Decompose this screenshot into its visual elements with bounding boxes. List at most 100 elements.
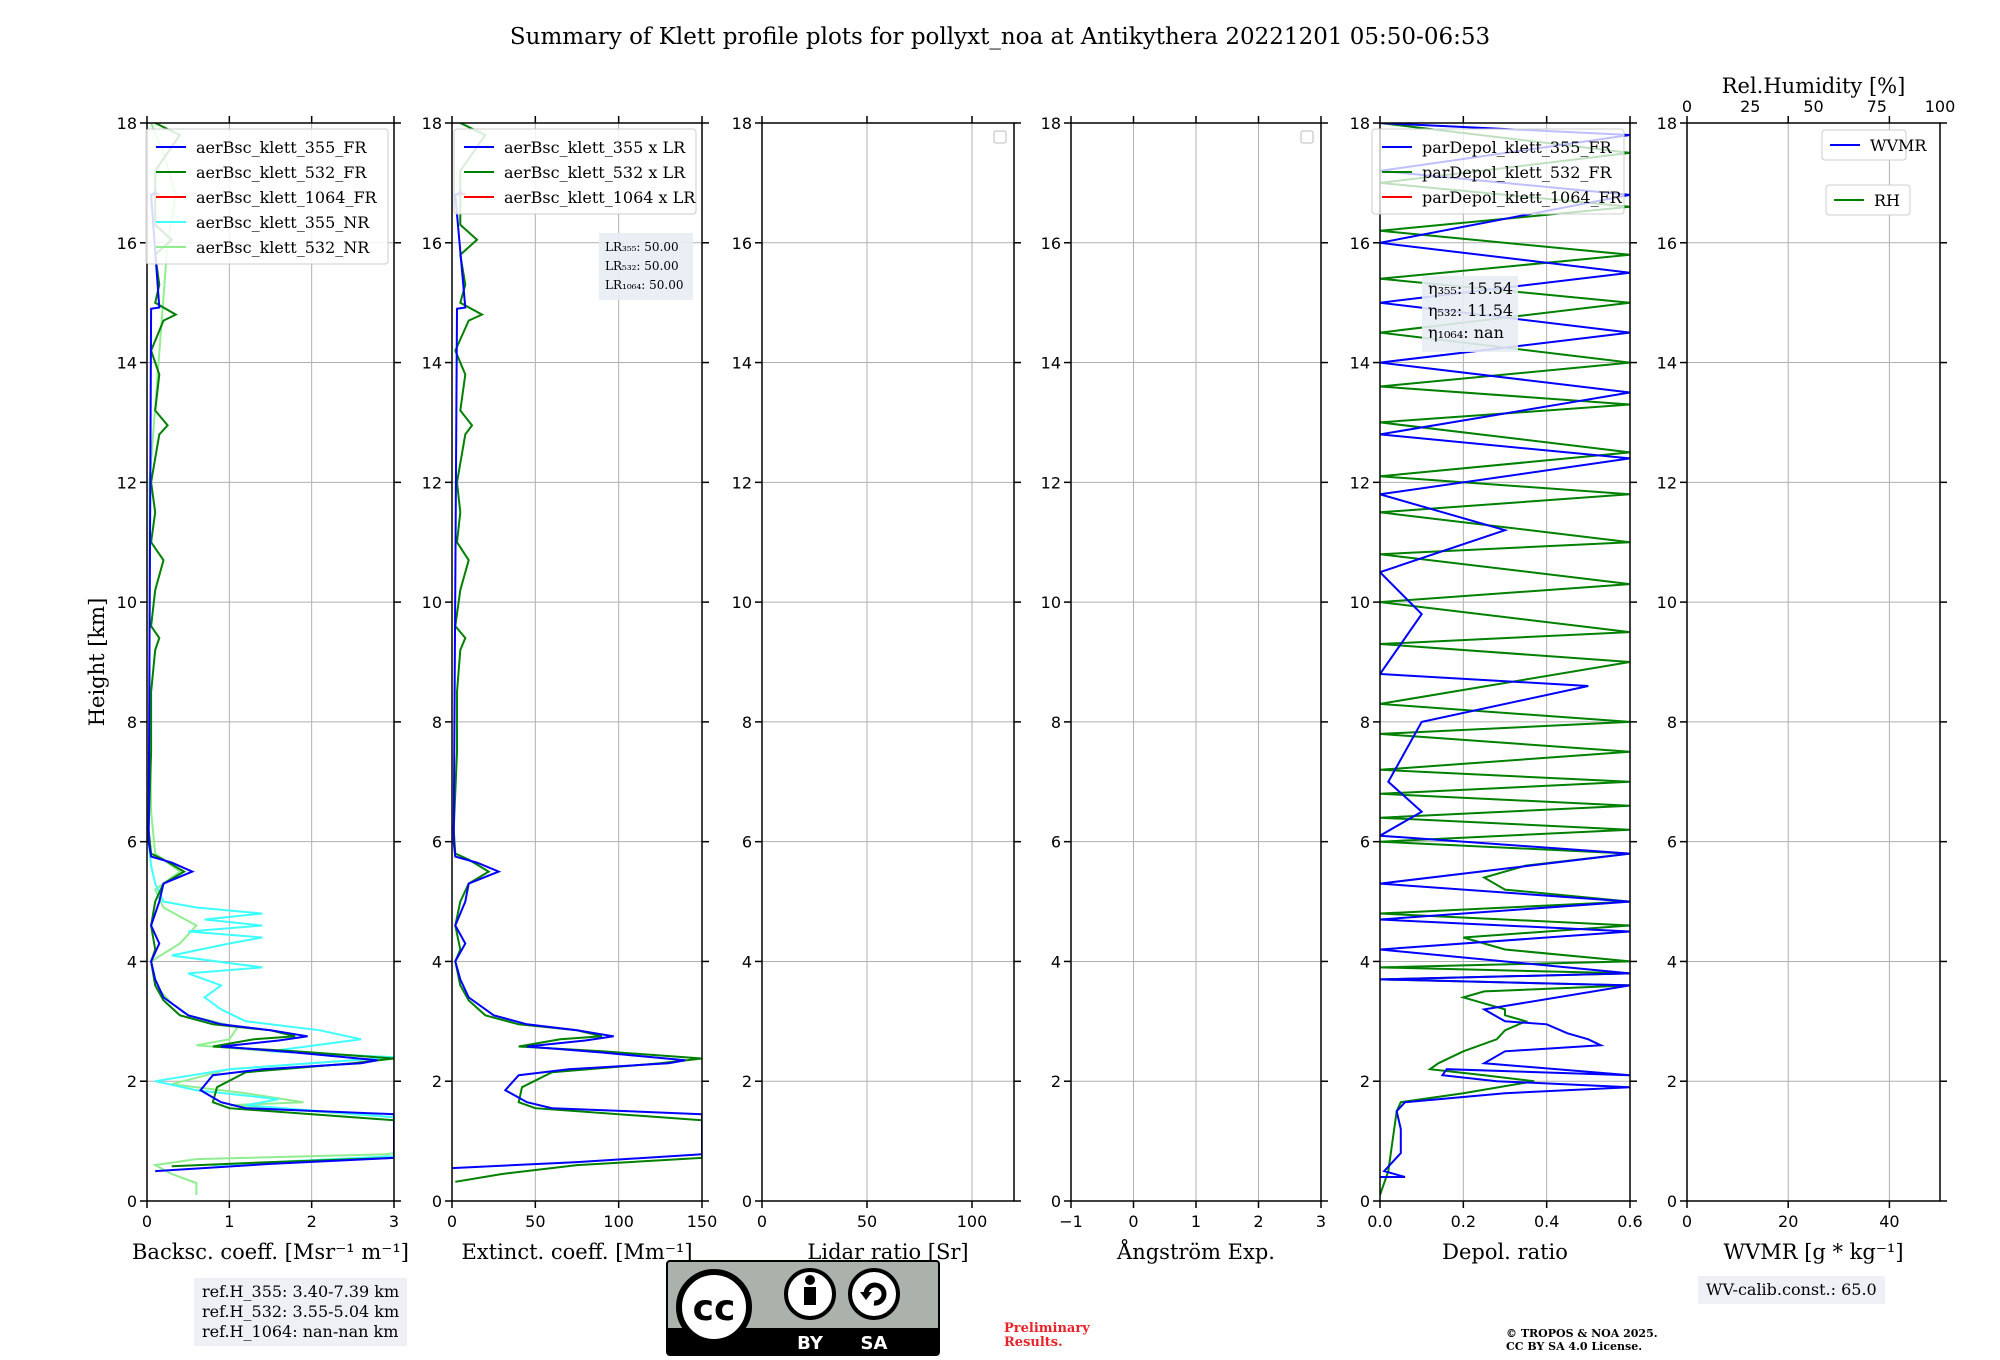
y-tick-label: 12 [732, 473, 752, 492]
x-axis-label: WVMR [g * kg⁻¹] [1723, 1240, 1903, 1264]
x-tick-label: 0 [1682, 1212, 1692, 1231]
y-tick-label: 14 [1041, 354, 1061, 373]
y-tick-label: 6 [127, 833, 137, 852]
series-aerBsc_klett_532_FR [147, 123, 394, 1168]
x2-tick-label: 0 [1682, 97, 1692, 116]
y-tick-label: 14 [1657, 354, 1677, 373]
legend-label: RH [1874, 191, 1900, 210]
wv-calib-box: WV-calib.const.: 65.0 [1698, 1276, 1885, 1304]
series-aerBsc_klett_355_FR [147, 191, 394, 1173]
empty-legend-box [993, 130, 1007, 144]
y-tick-label: 2 [742, 1072, 752, 1091]
y-tick-label: 18 [732, 114, 752, 133]
x-tick-label: 50 [525, 1212, 545, 1231]
figure-title: Summary of Klett profile plots for polly… [510, 24, 1490, 50]
y-tick-label: 18 [1350, 114, 1370, 133]
axes-frame [1379, 122, 1631, 1202]
ref-height-box: ref.H_355: 3.40-7.39 km ref.H_532: 3.55-… [194, 1278, 408, 1346]
annotation-text: LR₁₀₆₄: 50.00 [605, 278, 683, 292]
legend-label: aerBsc_klett_355_FR [196, 138, 367, 157]
series-aerBsc_klett_355 x LR [452, 190, 702, 1170]
legend-box [1821, 129, 1907, 161]
y-tick-label: 10 [422, 593, 442, 612]
x-tick-label: 3 [389, 1212, 399, 1231]
x2-tick-label: 50 [1803, 97, 1823, 116]
cc-by-sa-logo: cc BY SA [666, 1260, 940, 1356]
legend-label: parDepol_klett_532_FR [1422, 163, 1613, 182]
y-tick-label: 4 [742, 952, 752, 971]
x-tick-label: 0 [142, 1212, 152, 1231]
y-tick-label: 4 [1051, 952, 1061, 971]
y-tick-label: 2 [127, 1072, 137, 1091]
ref-height-1064: ref.H_1064: nan-nan km [202, 1322, 399, 1341]
x-tick-label: 100 [957, 1212, 988, 1231]
x2-tick-label: 100 [1925, 97, 1956, 116]
axes-frame [761, 122, 1015, 1202]
preliminary-note: Preliminary Results. [1004, 1322, 1090, 1350]
svg-text:cc: cc [693, 1288, 736, 1329]
y-tick-label: 16 [1657, 234, 1677, 253]
x-tick-label: 50 [857, 1212, 877, 1231]
x-tick-label: 40 [1879, 1212, 1899, 1231]
y-tick-label: 12 [1657, 473, 1677, 492]
ref-height-532: ref.H_532: 3.55-5.04 km [202, 1302, 400, 1321]
y-tick-label: 12 [1350, 473, 1370, 492]
axes-frame [451, 122, 703, 1202]
y-tick-label: 10 [1350, 593, 1370, 612]
cc-sa-label: SA [861, 1333, 888, 1354]
x-tick-label: 2 [1253, 1212, 1263, 1231]
x-tick-label: 0 [1128, 1212, 1138, 1231]
x-tick-label: 0 [757, 1212, 767, 1231]
legend-box [1825, 184, 1911, 216]
y-tick-label: 8 [1360, 713, 1370, 732]
x-tick-label: 150 [687, 1212, 718, 1231]
legend-label: parDepol_klett_1064_FR [1422, 188, 1623, 207]
y-tick-label: 18 [1657, 114, 1677, 133]
y-tick-label: 12 [1041, 473, 1061, 492]
legend-label: aerBsc_klett_1064 x LR [504, 188, 696, 207]
y-tick-label: 18 [1041, 114, 1061, 133]
legend-label: parDepol_klett_355_FR [1422, 138, 1613, 157]
y-tick-label: 14 [1350, 354, 1370, 373]
x-tick-label: 0.4 [1534, 1212, 1559, 1231]
y-tick-label: 14 [117, 354, 137, 373]
annotation-text: LR₃₅₅: 50.00 [605, 240, 679, 254]
series-parDepol_klett_532_FR [1380, 123, 1630, 1196]
wv-calib-text: WV-calib.const.: 65.0 [1706, 1280, 1877, 1299]
y-tick-label: 12 [117, 473, 137, 492]
y-tick-label: 4 [432, 952, 442, 971]
panel-2: 0 2 4 6 8 10 12 14 16 18 0 50 100 150 Extinct. coeff. … [422, 114, 718, 1264]
x2-tick-label: 25 [1740, 97, 1760, 116]
y-tick-label: 4 [127, 952, 137, 971]
x-tick-label: 0.0 [1367, 1212, 1392, 1231]
x-tick-label: 2 [307, 1212, 317, 1231]
y-tick-label: 8 [127, 713, 137, 732]
y-axis-label: Height [km] [85, 598, 109, 727]
y-tick-label: 6 [1051, 833, 1061, 852]
x-tick-label: 0.2 [1451, 1212, 1476, 1231]
x-tick-label: 1 [224, 1212, 234, 1231]
x-axis-label: Ångström Exp. [1116, 1239, 1275, 1264]
x-tick-label: 20 [1778, 1212, 1798, 1231]
x-tick-label: −1 [1059, 1212, 1083, 1231]
y-tick-label: 10 [1041, 593, 1061, 612]
y-tick-label: 2 [1667, 1072, 1677, 1091]
annotation-text: η₃₅₅: 15.54 [1428, 279, 1513, 298]
annotation-box [1422, 276, 1518, 352]
y-tick-label: 18 [117, 114, 137, 133]
y-tick-label: 4 [1667, 952, 1677, 971]
y-tick-label: 16 [1350, 234, 1370, 253]
y-tick-label: 18 [422, 114, 442, 133]
x-tick-label: 3 [1316, 1212, 1326, 1231]
x-axis-label: Depol. ratio [1442, 1240, 1568, 1264]
axes-frame [146, 122, 395, 1202]
x-tick-label: 0 [447, 1212, 457, 1231]
legend-label: aerBsc_klett_532_FR [196, 163, 367, 182]
y-tick-label: 6 [742, 833, 752, 852]
x-axis-label: Extinct. coeff. [Mm⁻¹] [461, 1240, 692, 1264]
y-tick-label: 2 [1360, 1072, 1370, 1091]
y-tick-label: 0 [1667, 1192, 1677, 1211]
